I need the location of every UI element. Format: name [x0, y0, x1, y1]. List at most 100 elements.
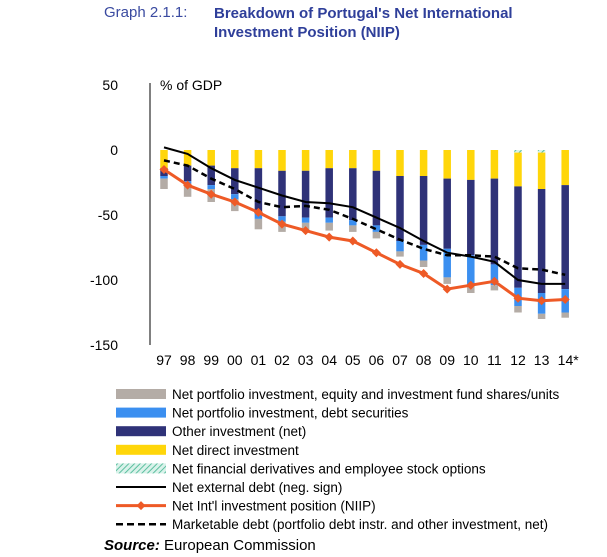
bar-segment-other-investment: [207, 165, 215, 186]
bar-segment-direct-investment: [231, 150, 239, 169]
bar-segment-derivatives: [514, 150, 522, 153]
bar-segment-portfolio-equity: [183, 183, 192, 197]
bar-segment-portfolio-debt: [207, 185, 215, 189]
legend-label: Net direct investment: [172, 443, 299, 458]
niip-marker: [277, 219, 287, 229]
legend-swatch: [116, 444, 166, 455]
line-niip: [163, 168, 566, 303]
x-tick-label: 09: [439, 352, 455, 368]
lines: [159, 146, 570, 306]
bar-segment-other-investment: [231, 168, 239, 195]
niip-marker: [159, 165, 169, 174]
bar-segment-derivatives: [537, 150, 546, 153]
bar-segment-portfolio-equity: [372, 231, 381, 239]
legend-label: Net portfolio investment, debt securitie…: [172, 406, 409, 421]
bar-segment-portfolio-equity: [396, 251, 404, 257]
bar-segment-other-investment: [490, 178, 499, 265]
y-tick-label: -150: [90, 337, 118, 353]
x-tick-label: 12: [510, 352, 526, 368]
legend-swatch: [116, 389, 166, 399]
x-tick-label: 99: [203, 352, 219, 368]
bar-segment-direct-investment: [443, 150, 451, 179]
bar-segment-portfolio-debt: [419, 244, 428, 261]
line-marketable-debt: [163, 159, 566, 277]
bar-segment-direct-investment: [183, 150, 192, 166]
bar-segment-direct-investment: [514, 152, 522, 187]
bar-segment-portfolio-equity: [467, 286, 475, 293]
bar-segment-other-investment: [183, 165, 192, 182]
bar-segment-other-investment: [467, 179, 475, 256]
niip-marker: [348, 236, 358, 246]
legend-marker: [136, 501, 146, 511]
bar-segment-other-investment: [301, 170, 310, 218]
bar-segment-other-investment: [278, 170, 286, 217]
niip-marker: [513, 293, 523, 303]
chart-title: Breakdown of Portugal's Net Internationa…: [214, 5, 513, 41]
bar-segment-direct-investment: [160, 150, 168, 169]
bar-segment-portfolio-equity: [537, 313, 546, 319]
niip-marker: [489, 276, 499, 286]
x-tick-label: 98: [180, 352, 196, 368]
bar-segment-other-investment: [419, 176, 428, 245]
bar-segment-portfolio-debt: [349, 220, 357, 226]
source-note: Source: European Commission: [104, 537, 316, 554]
niip-marker: [419, 269, 429, 278]
x-tick-label: 01: [251, 352, 267, 368]
y-tick-label: 0: [110, 142, 118, 158]
x-tick-label: 10: [463, 352, 479, 368]
bar-segment-direct-investment: [372, 150, 381, 171]
niip-marker: [301, 226, 311, 236]
bar-segment-other-investment: [537, 189, 546, 293]
x-tick-label: 13: [534, 352, 550, 368]
niip-marker: [442, 284, 452, 294]
x-tick-label: 05: [345, 352, 361, 368]
bars: [160, 150, 569, 319]
x-tick-label: 97: [156, 352, 172, 368]
y-axis-title: % of GDP: [160, 77, 222, 93]
bar-segment-other-investment: [514, 186, 522, 288]
bar-segment-other-investment: [396, 176, 404, 241]
legend-label: Other investment (net): [172, 424, 306, 439]
bar-segment-portfolio-debt: [443, 248, 451, 278]
bar-segment-portfolio-debt: [372, 225, 381, 232]
niip-marker: [324, 232, 334, 242]
bar-segment-direct-investment: [254, 150, 263, 169]
x-tick-label: 07: [392, 352, 408, 368]
x-tick-label: 06: [369, 352, 385, 368]
source-label: Source:: [104, 537, 160, 554]
bar-segment-other-investment: [443, 178, 451, 249]
x-tick-label: 04: [321, 352, 337, 368]
bar-segment-direct-investment: [490, 150, 499, 179]
bar-segment-direct-investment: [419, 150, 428, 176]
source-text: European Commission: [164, 537, 316, 554]
bar-segment-portfolio-equity: [254, 218, 263, 230]
line-net-external-debt: [163, 146, 566, 285]
bar-segment-direct-investment: [325, 150, 333, 169]
legend-label: Net financial derivatives and employee s…: [172, 461, 486, 476]
bar-segment-portfolio-debt: [160, 176, 168, 179]
niip-marker: [253, 207, 263, 217]
bar-segment-other-investment: [325, 168, 333, 218]
niip-marker: [537, 296, 547, 306]
legend-swatch: [116, 463, 166, 474]
niip-marker: [371, 248, 381, 258]
legend-label: Net external debt (neg. sign): [172, 480, 342, 495]
bar-segment-direct-investment: [349, 150, 357, 169]
bar-segment-direct-investment: [207, 150, 215, 166]
legend-label: Net portfolio investment, equity and inv…: [172, 387, 559, 402]
bar-segment-direct-investment: [396, 150, 404, 176]
graph-number: Graph 2.1.1:: [104, 4, 188, 21]
bar-segment-direct-investment: [561, 150, 569, 186]
bar-segment-portfolio-equity: [325, 222, 333, 231]
bar-segment-portfolio-equity: [443, 277, 451, 284]
bar-segment-portfolio-equity: [514, 306, 522, 313]
bar-segment-other-investment: [372, 170, 381, 226]
y-tick-label: 50: [102, 77, 118, 93]
x-tick-label: 14*: [558, 352, 580, 368]
x-tick-label: 08: [416, 352, 432, 368]
niip-marker: [560, 295, 570, 304]
x-tick-label: 11: [487, 352, 502, 368]
y-tick-label: -50: [98, 207, 118, 223]
bar-segment-portfolio-debt: [490, 264, 499, 286]
x-tick-label: 00: [227, 352, 243, 368]
